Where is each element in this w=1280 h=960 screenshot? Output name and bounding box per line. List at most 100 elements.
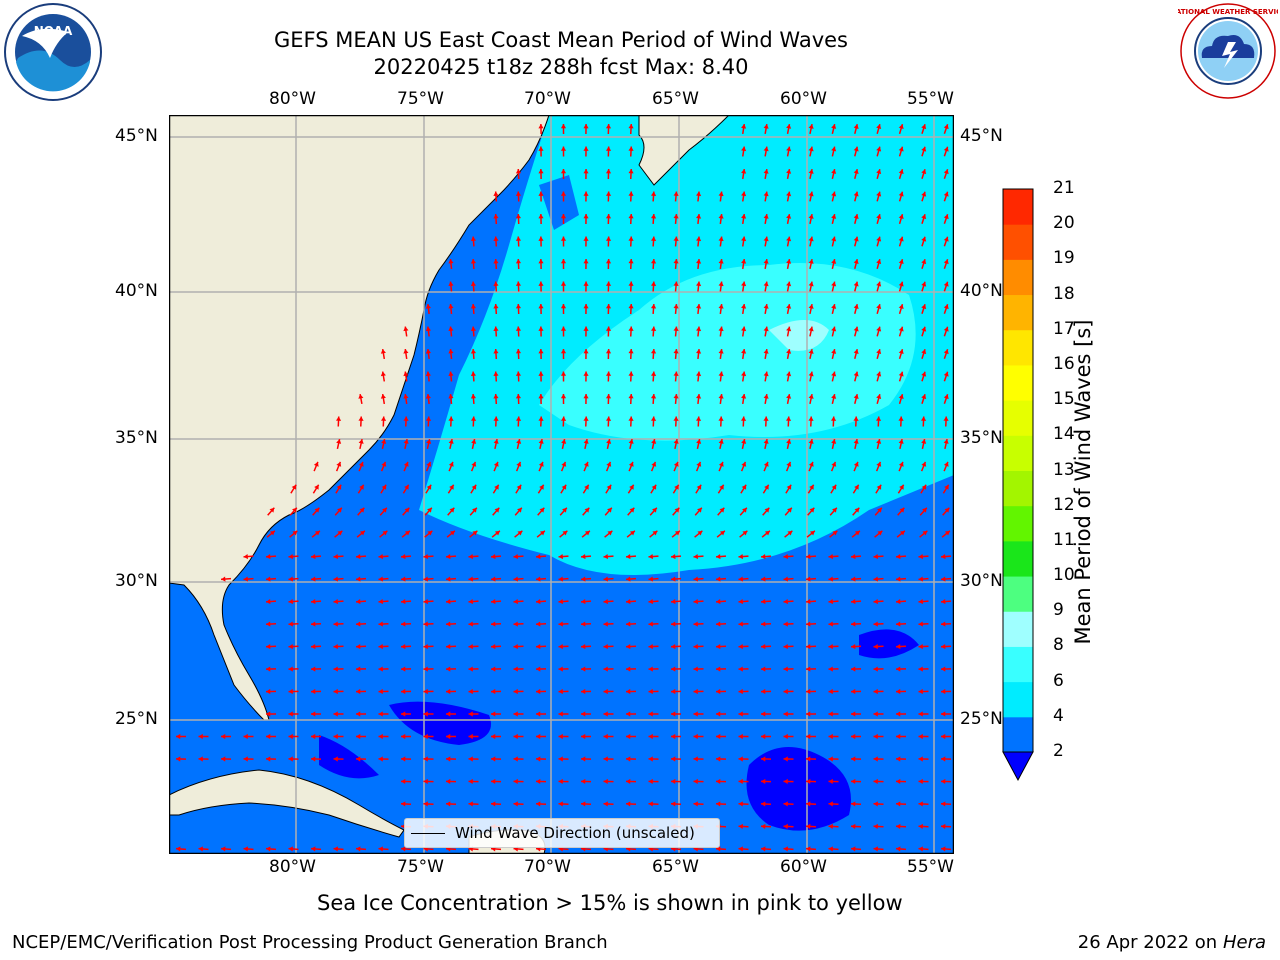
wave-direction-arrow (310, 688, 322, 695)
wave-direction-arrow (715, 666, 727, 672)
wave-direction-arrow (786, 236, 792, 247)
wave-direction-arrow (560, 348, 567, 360)
colorbar-tick-label: 9 (1053, 600, 1064, 621)
wave-direction-arrow (583, 281, 589, 292)
wave-direction-arrow (378, 598, 389, 605)
map-title-line1: GEFS MEAN US East Coast Mean Period of W… (274, 28, 848, 52)
wave-direction-arrow (670, 643, 682, 650)
wave-direction-arrow (516, 438, 522, 450)
wave-direction-arrow (648, 778, 659, 785)
wave-direction-arrow (670, 621, 682, 627)
wave-direction-arrow (558, 711, 569, 717)
wave-direction-arrow (918, 801, 929, 807)
wave-direction-arrow (715, 598, 727, 605)
wave-direction-arrow (490, 756, 502, 762)
wave-direction-arrow (921, 169, 927, 179)
wave-direction-arrow (378, 576, 389, 582)
wave-direction-arrow (515, 326, 522, 337)
wave-direction-arrow (696, 281, 702, 292)
wave-direction-arrow (738, 576, 749, 582)
wave-direction-arrow (513, 778, 524, 785)
wave-direction-arrow (448, 348, 454, 360)
wave-direction-arrow (603, 621, 614, 627)
wave-direction-arrow (831, 326, 837, 337)
wave-direction-arrow (850, 598, 862, 605)
wave-direction-arrow (627, 484, 635, 494)
wave-direction-arrow (628, 438, 634, 450)
wave-direction-arrow (873, 733, 884, 740)
wave-direction-arrow (763, 461, 769, 472)
wave-direction-arrow (265, 733, 277, 740)
lat-label-right-25n: 25°N (960, 709, 1003, 729)
wave-direction-arrow (648, 688, 659, 695)
wave-direction-arrow (738, 756, 749, 762)
wave-direction-arrow (760, 711, 772, 717)
colorbar-segment (1003, 576, 1033, 612)
wave-direction-arrow (423, 801, 434, 807)
wave-direction-arrow (265, 711, 277, 717)
wave-direction-arrow (850, 576, 862, 582)
wave-direction-arrow (940, 598, 952, 605)
wave-direction-arrow (873, 643, 884, 650)
wave-direction-arrow (876, 393, 882, 405)
wave-direction-arrow (873, 621, 884, 627)
nws-logo: NATIONAL WEATHER SERVICE (1178, 3, 1278, 99)
wave-direction-arrow (763, 168, 769, 180)
wave-direction-arrow (583, 303, 589, 315)
wave-direction-arrow (850, 846, 862, 852)
wave-direction-arrow (762, 484, 770, 494)
wave-direction-arrow (828, 643, 839, 650)
wave-direction-arrow (538, 371, 544, 382)
wave-direction-arrow (921, 438, 927, 450)
wave-direction-arrow (873, 823, 884, 830)
wave-direction-arrow (805, 711, 817, 717)
wave-direction-arrow (535, 688, 547, 695)
lat-label-left-25n: 25°N (115, 709, 158, 729)
wave-direction-arrow (490, 666, 502, 672)
wave-direction-arrow (896, 530, 906, 538)
wave-direction-arrow (335, 416, 342, 427)
wave-direction-arrow (741, 303, 747, 315)
wave-direction-arrow (943, 146, 949, 157)
wave-direction-arrow (828, 733, 839, 740)
wave-direction-arrow (696, 258, 702, 270)
wave-direction-arrow (335, 484, 342, 494)
wave-direction-arrow (625, 778, 637, 785)
colorbar-frame (1002, 188, 1034, 753)
wave-direction-arrow (828, 711, 839, 717)
wave-direction-arrow (650, 371, 657, 382)
wave-direction-arrow (783, 846, 794, 852)
wave-direction-arrow (515, 191, 522, 202)
wave-direction-arrow (693, 733, 704, 740)
wave-direction-arrow (805, 576, 817, 582)
wave-direction-arrow (558, 733, 569, 740)
wave-direction-arrow (426, 438, 432, 450)
wave-direction-arrow (336, 438, 342, 450)
wave-direction-arrow (763, 393, 769, 405)
wave-direction-arrow (897, 484, 905, 494)
wave-direction-arrow (288, 576, 299, 582)
wave-direction-arrow (830, 484, 837, 494)
wave-direction-arrow (673, 258, 679, 270)
wave-direction-arrow (400, 778, 412, 785)
wave-direction-arrow (605, 191, 612, 202)
wave-direction-arrow (806, 530, 816, 538)
wave-direction-arrow (850, 553, 862, 560)
wave-direction-arrow (718, 326, 724, 337)
wave-direction-arrow (310, 756, 322, 762)
wave-direction-arrow (783, 756, 794, 762)
wave-direction-arrow (583, 416, 589, 427)
wave-direction-arrow (333, 733, 344, 740)
wave-direction-arrow (876, 303, 882, 315)
wave-direction-arrow (515, 281, 522, 292)
wave-direction-arrow (310, 553, 322, 560)
wave-period-map (169, 115, 954, 854)
colorbar-tick-label: 20 (1053, 213, 1075, 234)
wave-direction-arrow (513, 576, 524, 582)
noaa-logo: NOAA (4, 3, 102, 101)
map-title-line2: 20220425 t18z 288h fcst Max: 8.40 (373, 55, 749, 79)
wave-direction-arrow (919, 507, 928, 516)
wave-direction-arrow (583, 371, 589, 382)
lat-label-left-35n: 35°N (115, 428, 158, 448)
colorbar-tick-label: 4 (1053, 705, 1064, 726)
